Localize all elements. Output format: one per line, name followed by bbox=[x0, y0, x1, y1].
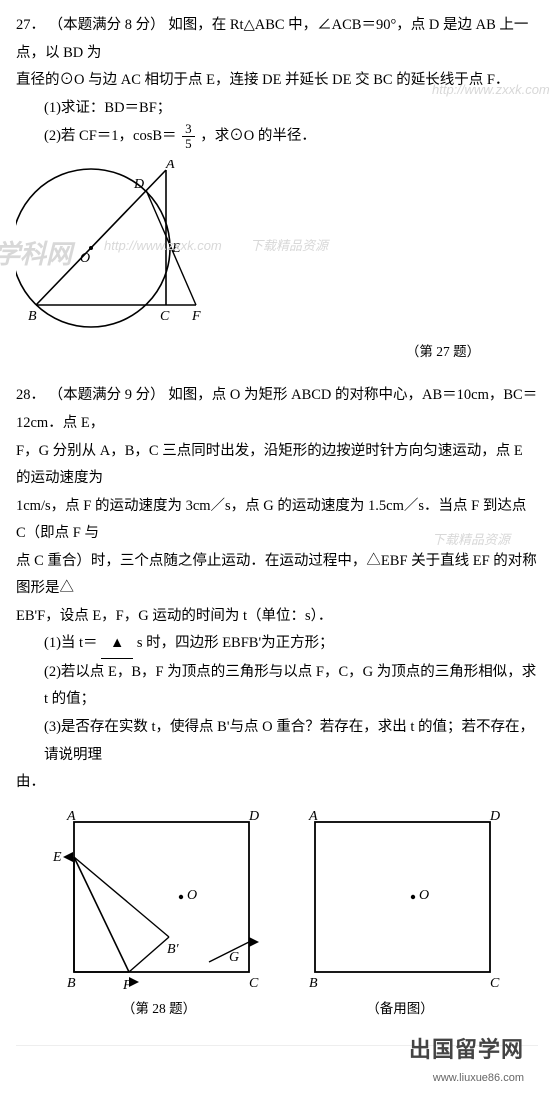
q28-stem-line2: F，G 分别从 A，B，C 三点同时出发，沿矩形的边按逆时针方向匀速运动，点 E… bbox=[16, 438, 538, 493]
label-B: B bbox=[28, 309, 37, 324]
label-C: C bbox=[160, 309, 170, 324]
q27-sub2b: ，求⊙O 的半径． bbox=[200, 128, 316, 144]
label-E: E bbox=[171, 241, 181, 256]
q27-sub1: (1)求证：BD＝BF； bbox=[16, 95, 538, 123]
q28-sub1b: s 时，四边形 EBFB'为正方形； bbox=[137, 635, 334, 651]
label-A2: A bbox=[66, 809, 76, 824]
q28-stem-line1: 28． （本题满分 9 分） 如图，点 O 为矩形 ABCD 的对称中心，AB＝… bbox=[16, 382, 538, 437]
q27-stem-line1: 27． （本题满分 8 分） 如图，在 Rt△ABC 中，∠ACB＝90°，点 … bbox=[16, 12, 538, 67]
q27-score: （本题满分 8 分） bbox=[49, 17, 165, 33]
q28-sub2: (2)若以点 E，B，F 为顶点的三角形与以点 F，C，G 为顶点的三角形相似，… bbox=[16, 659, 538, 714]
q28-stem-line4: 点 C 重合）时，三个点随之停止运动．在运动过程中，△EBF 关于直线 EF 的… bbox=[16, 548, 538, 603]
frac-num: 3 bbox=[182, 122, 195, 137]
page-footer: 出国留学网 www.liuxue86.com bbox=[16, 1045, 538, 1099]
q27-figure: A B C F D E O bbox=[16, 160, 206, 335]
label-D2: D bbox=[248, 809, 259, 824]
label-G2: G bbox=[229, 950, 239, 965]
q28-stem-line5: EB'F，设点 E，F，G 运动的时间为 t（单位：s）． bbox=[16, 603, 538, 631]
label-D3: D bbox=[489, 809, 500, 824]
q28-figure-1: A D B C E F G O B′ bbox=[49, 807, 269, 992]
q27-figure-wrap: A B C F D E O （第 27 题） bbox=[16, 160, 538, 365]
label-A3: A bbox=[308, 809, 318, 824]
q28-fig2-col: A D B C O （备用图） bbox=[295, 807, 505, 1022]
q28-sub1a: (1)当 t＝ bbox=[44, 635, 98, 651]
brand-cn: 出国留学网 bbox=[409, 1029, 524, 1071]
label-E2: E bbox=[52, 850, 62, 865]
q28-sub3b: 由． bbox=[16, 769, 538, 797]
q28-sub3a: (3)是否存在实数 t，使得点 B'与点 O 重合？若存在，求出 t 的值；若不… bbox=[44, 719, 534, 763]
q28-fig1-col: A D B C E F G O B′ （第 28 题） bbox=[49, 807, 269, 1022]
footer-brand: 出国留学网 www.liuxue86.com bbox=[409, 1029, 524, 1090]
fraction-3-5: 3 5 bbox=[182, 122, 195, 152]
label-A: A bbox=[165, 160, 175, 172]
q28-figures: A D B C E F G O B′ （第 28 题） A D B C O （备… bbox=[16, 807, 538, 1022]
fill-blank: ▲ bbox=[101, 630, 133, 659]
label-O2: O bbox=[187, 888, 197, 903]
brand-en: www.liuxue86.com bbox=[409, 1068, 524, 1089]
q28-caption1: （第 28 题） bbox=[122, 996, 196, 1022]
label-B3: B bbox=[309, 976, 318, 991]
q28-sub3: (3)是否存在实数 t，使得点 B'与点 O 重合？若存在，求出 t 的值；若不… bbox=[16, 714, 538, 769]
q27-sub2: (2)若 CF＝1，cosB＝ 3 5 ，求⊙O 的半径． bbox=[16, 122, 538, 152]
q28-score: （本题满分 9 分） bbox=[49, 387, 165, 403]
label-C2: C bbox=[249, 976, 259, 991]
label-C3: C bbox=[490, 976, 500, 991]
q27-number: 27． bbox=[16, 17, 45, 33]
q27-stem-line2: 直径的⊙O 与边 AC 相切于点 E，连接 DE 并延长 DE 交 BC 的延长… bbox=[16, 67, 538, 95]
label-O3: O bbox=[419, 888, 429, 903]
q27-sub2a: (2)若 CF＝1，cosB＝ bbox=[44, 128, 177, 144]
q28-sub1: (1)当 t＝ ▲ s 时，四边形 EBFB'为正方形； bbox=[16, 630, 538, 659]
label-D: D bbox=[133, 177, 144, 192]
frac-den: 5 bbox=[182, 137, 195, 151]
q28-stem-line3: 1cm/s，点 F 的运动速度为 3cm／s，点 G 的运动速度为 1.5cm／… bbox=[16, 493, 538, 548]
label-B2: B bbox=[67, 976, 76, 991]
q28-number: 28． bbox=[16, 387, 45, 403]
q27-caption: （第 27 题） bbox=[348, 339, 538, 365]
label-F: F bbox=[191, 309, 201, 324]
label-O: O bbox=[80, 251, 90, 266]
label-F2: F bbox=[122, 978, 132, 992]
q28-caption2: （备用图） bbox=[366, 996, 434, 1022]
q28-figure-2: A D B C O bbox=[295, 807, 505, 992]
label-Bprime: B′ bbox=[167, 942, 180, 957]
